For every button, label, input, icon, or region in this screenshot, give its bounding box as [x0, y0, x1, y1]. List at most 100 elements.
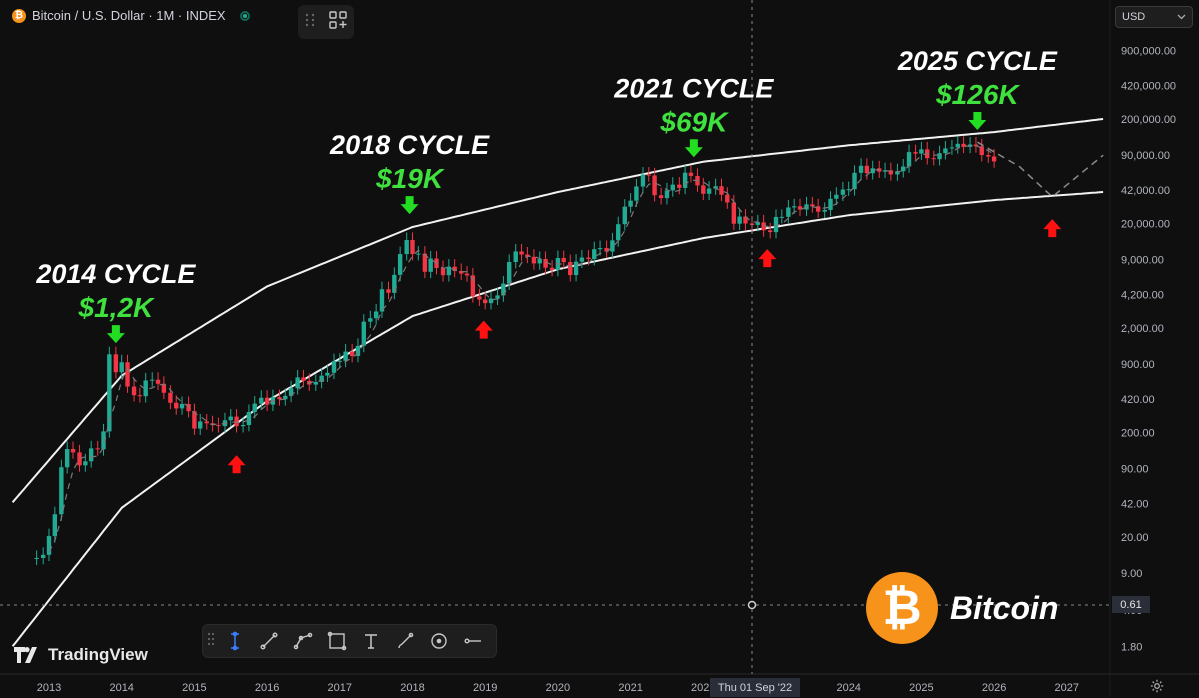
candle[interactable]	[543, 251, 548, 275]
trend-line-icon[interactable]	[255, 627, 283, 655]
candle[interactable]	[858, 158, 864, 180]
candle[interactable]	[88, 440, 94, 468]
candle[interactable]	[646, 167, 651, 182]
candle[interactable]	[652, 167, 657, 202]
candle[interactable]	[234, 409, 239, 433]
candle[interactable]	[349, 344, 355, 363]
candle[interactable]	[991, 149, 997, 168]
candle[interactable]	[179, 396, 185, 415]
candle[interactable]	[634, 178, 639, 207]
candle[interactable]	[901, 159, 906, 178]
candle[interactable]	[59, 459, 64, 521]
circle-icon[interactable]	[425, 627, 453, 655]
horizontal-ray-icon[interactable]	[459, 627, 487, 655]
candle[interactable]	[943, 140, 948, 160]
candle[interactable]	[688, 165, 694, 183]
candle[interactable]	[52, 506, 58, 543]
candle[interactable]	[34, 550, 39, 566]
candle[interactable]	[810, 196, 815, 213]
candle[interactable]	[501, 276, 506, 302]
projection-path[interactable]	[977, 141, 1104, 198]
candle[interactable]	[361, 314, 366, 353]
candle[interactable]	[513, 243, 518, 269]
candle[interactable]	[240, 417, 246, 433]
currency-select[interactable]: USD	[1115, 6, 1193, 28]
candle[interactable]	[70, 441, 76, 459]
candle[interactable]	[368, 310, 373, 328]
candle[interactable]	[731, 194, 737, 231]
candle[interactable]	[131, 379, 137, 402]
candle[interactable]	[815, 198, 821, 219]
candle[interactable]	[682, 165, 688, 195]
candle[interactable]	[161, 376, 167, 400]
candle[interactable]	[113, 346, 119, 379]
candle[interactable]	[549, 260, 555, 277]
candle[interactable]	[531, 249, 537, 270]
candle[interactable]	[592, 241, 597, 266]
candle[interactable]	[743, 209, 748, 230]
candle[interactable]	[906, 144, 912, 173]
candle[interactable]	[155, 372, 161, 391]
candle[interactable]	[610, 232, 615, 258]
candle[interactable]	[355, 338, 361, 363]
candle[interactable]	[246, 404, 252, 432]
candle[interactable]	[416, 246, 421, 261]
candle[interactable]	[319, 368, 324, 389]
candle[interactable]	[537, 251, 542, 270]
drag-handle-icon[interactable]	[305, 13, 315, 32]
path-icon[interactable]	[289, 627, 317, 655]
candle[interactable]	[379, 281, 385, 318]
candle[interactable]	[228, 409, 233, 427]
rectangle-icon[interactable]	[323, 627, 351, 655]
candle[interactable]	[628, 193, 633, 213]
candle[interactable]	[640, 167, 646, 193]
candle[interactable]	[386, 281, 391, 300]
cursor-cross-icon[interactable]	[221, 627, 249, 655]
candle[interactable]	[404, 232, 409, 261]
candle[interactable]	[719, 178, 724, 202]
candle[interactable]	[107, 346, 112, 438]
candle[interactable]	[101, 423, 106, 456]
candle[interactable]	[846, 181, 851, 196]
candle[interactable]	[459, 263, 464, 280]
candle[interactable]	[150, 372, 155, 387]
tradingview-logo[interactable]: TradingView	[14, 645, 148, 665]
candle[interactable]	[561, 250, 566, 269]
candle[interactable]	[834, 187, 839, 206]
candle[interactable]	[143, 372, 148, 403]
candle[interactable]	[797, 198, 803, 216]
candle[interactable]	[725, 187, 730, 209]
candle[interactable]	[428, 251, 433, 279]
candle[interactable]	[77, 444, 82, 472]
candle[interactable]	[119, 354, 124, 379]
candle[interactable]	[410, 232, 415, 261]
candle[interactable]	[949, 139, 955, 155]
candle[interactable]	[295, 369, 300, 395]
candle[interactable]	[913, 144, 918, 160]
candle[interactable]	[259, 390, 264, 410]
drag-handle-icon[interactable]	[207, 632, 215, 651]
candle[interactable]	[568, 254, 573, 282]
candle[interactable]	[828, 191, 833, 217]
candle[interactable]	[343, 344, 348, 368]
candle[interactable]	[670, 177, 675, 197]
candle[interactable]	[373, 304, 379, 325]
candle[interactable]	[64, 441, 70, 474]
candle[interactable]	[301, 369, 306, 388]
candle[interactable]	[755, 214, 761, 232]
candle[interactable]	[95, 440, 100, 456]
candle[interactable]	[446, 259, 452, 282]
candle[interactable]	[277, 389, 282, 406]
candle[interactable]	[392, 267, 397, 300]
add-layout-icon[interactable]	[329, 10, 347, 34]
candle[interactable]	[174, 395, 179, 415]
candle[interactable]	[822, 202, 827, 219]
candle[interactable]	[46, 528, 52, 562]
candle[interactable]	[955, 136, 960, 154]
candle[interactable]	[252, 396, 257, 419]
chart-title[interactable]: Bitcoin / U.S. Dollar · 1M · INDEX	[32, 8, 226, 23]
candle[interactable]	[604, 240, 609, 258]
candle[interactable]	[198, 413, 203, 435]
candle[interactable]	[779, 209, 785, 224]
candle[interactable]	[331, 353, 337, 380]
